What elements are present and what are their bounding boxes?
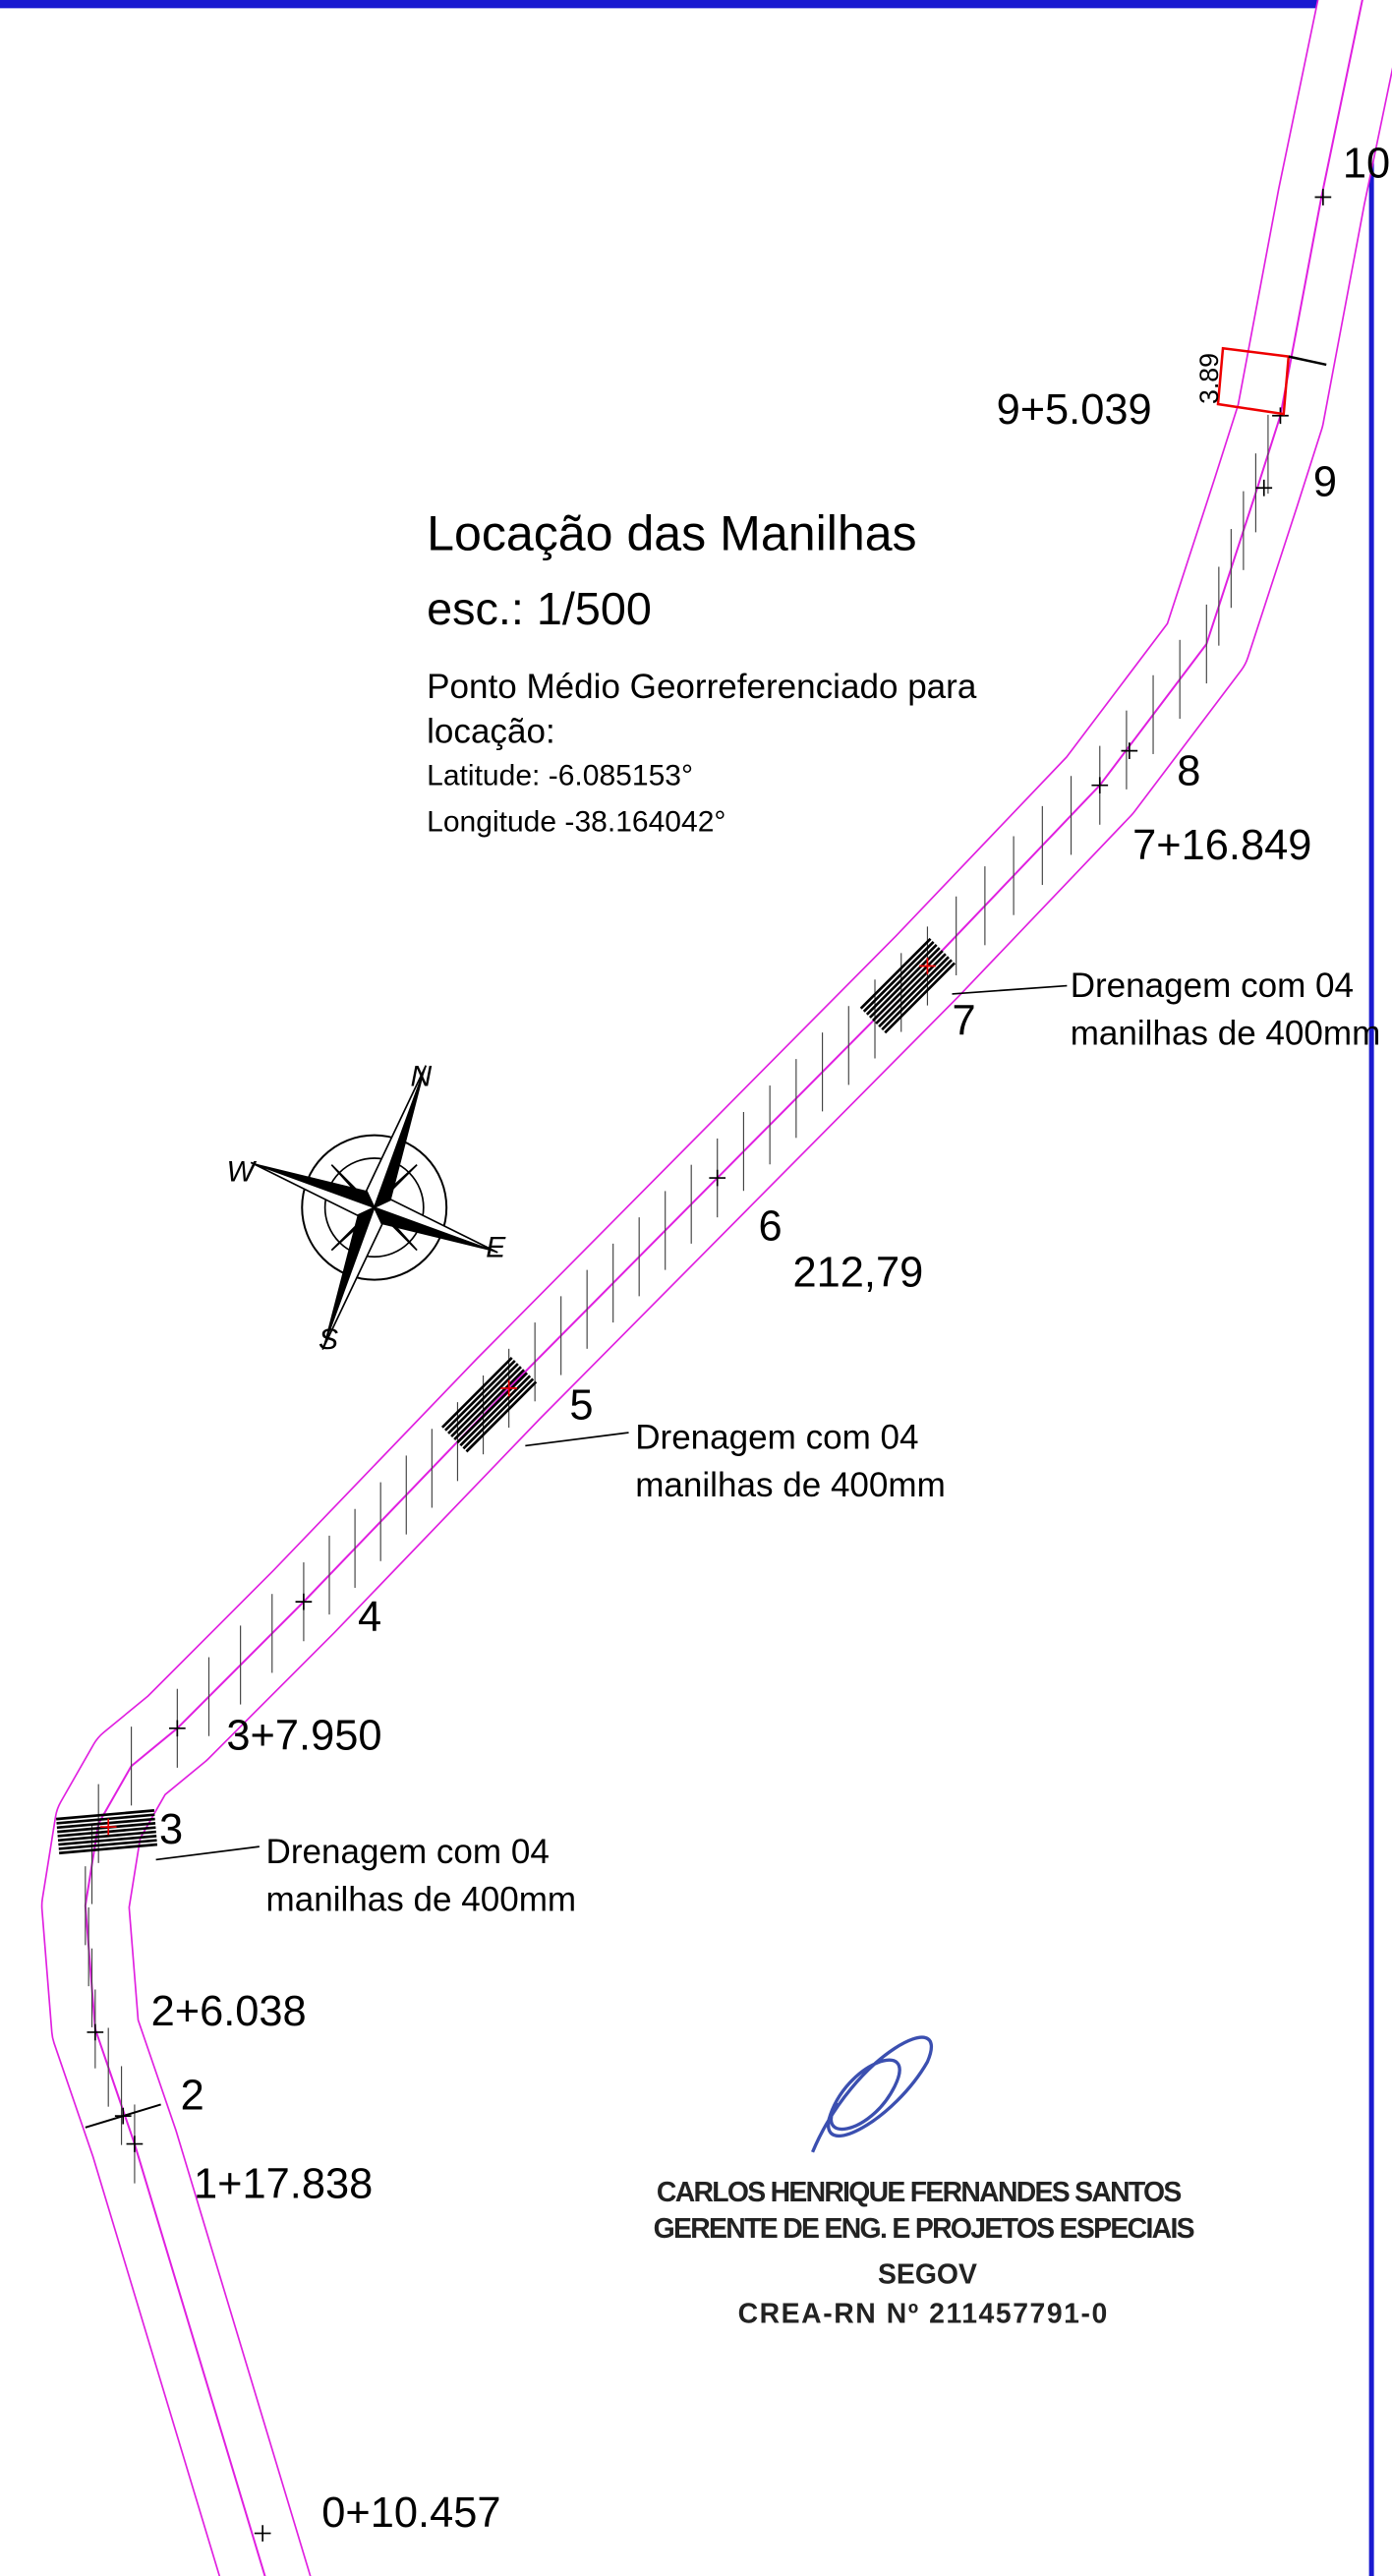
- annotation: Drenagem com 04: [266, 1833, 550, 1871]
- station-label: 212,79: [793, 1249, 924, 1296]
- pipe: [884, 962, 957, 1034]
- drainage: [859, 937, 957, 1034]
- pipe: [865, 944, 938, 1016]
- pipe: [456, 1372, 529, 1444]
- pipe: [881, 959, 953, 1031]
- pipe: [59, 1843, 158, 1855]
- station-label: 3+7.950: [226, 1713, 381, 1760]
- pipe: [459, 1375, 532, 1447]
- annotation: manilhas de 400mm: [635, 1466, 946, 1504]
- latitude: Latitude: -6.085153°: [427, 760, 693, 792]
- pipe: [447, 1363, 519, 1434]
- title: Locação das Manilhas: [427, 506, 916, 561]
- compass-w: W: [226, 1155, 257, 1188]
- pipe: [862, 940, 935, 1013]
- station-label: 7+16.849: [1132, 822, 1311, 869]
- station-cross: [1091, 777, 1109, 794]
- road: [40, 0, 1392, 2576]
- station-cross: [126, 2136, 144, 2152]
- pipe: [57, 1830, 156, 1843]
- signature: CARLOS HENRIQUE FERNANDES SANTOS GERENTE…: [654, 2035, 1195, 2330]
- annotation: Drenagem com 04: [1071, 966, 1354, 1005]
- top-border: [0, 0, 1392, 9]
- station-cross: [87, 2023, 104, 2041]
- station-cross: [99, 1818, 117, 1836]
- signature-crea: CREA-RN Nº 211457791-0: [738, 2299, 1108, 2330]
- pipe: [58, 1835, 157, 1846]
- signature-org: SEGOV: [878, 2259, 977, 2291]
- leader-line: [525, 1432, 629, 1447]
- station-cross: [500, 1379, 517, 1397]
- station-cross: [709, 1169, 726, 1187]
- station-cross: [168, 1720, 186, 1737]
- pipe: [440, 1356, 513, 1429]
- georef-line: locação:: [427, 712, 555, 750]
- station-cross: [1314, 189, 1332, 205]
- annotation: Drenagem com 04: [635, 1419, 918, 1457]
- station-label: 1+17.838: [194, 2161, 373, 2208]
- pipe: [872, 950, 944, 1022]
- leader-line: [155, 1845, 260, 1861]
- pipe: [57, 1826, 156, 1838]
- scale: esc.: 1/500: [427, 583, 652, 634]
- right-margin: [1368, 0, 1392, 2576]
- station-label: 6: [758, 1203, 782, 1251]
- station-label: 9: [1313, 459, 1337, 506]
- compass-s: S: [319, 1323, 338, 1356]
- station-label: 3: [159, 1806, 183, 1853]
- annotation: manilhas de 400mm: [266, 1880, 577, 1918]
- annotation: manilhas de 400mm: [1071, 1015, 1381, 1053]
- longitude: Longitude -38.164042°: [427, 805, 725, 838]
- pipe: [878, 956, 950, 1028]
- section-line: [85, 2103, 161, 2129]
- pipe: [56, 1809, 155, 1821]
- signature-role: GERENTE DE ENG. E PROJETOS ESPECIAIS: [654, 2213, 1195, 2245]
- drainage: [440, 1356, 538, 1453]
- pipe: [56, 1813, 155, 1825]
- leader-line: [952, 984, 1068, 995]
- pipe: [462, 1377, 535, 1450]
- station-label: 10: [1343, 140, 1390, 187]
- station-label: 4: [358, 1594, 381, 1641]
- station-label: 0+10.457: [321, 2489, 500, 2537]
- pipe: [450, 1366, 522, 1437]
- station-label: 7: [952, 998, 975, 1045]
- station-cross: [1272, 407, 1289, 425]
- station-cross: [919, 958, 936, 974]
- compass-n: N: [410, 1060, 432, 1092]
- compass-rose: N E S W: [226, 1060, 506, 1356]
- section-line: [1288, 355, 1327, 367]
- station-label: 9+5.039: [997, 386, 1152, 434]
- dimension-label: 3.89: [1194, 353, 1224, 404]
- station-label: 2: [181, 2072, 204, 2119]
- station-cross: [295, 1593, 313, 1610]
- station-label: 2+6.038: [151, 1988, 307, 2035]
- station-cross: [1255, 479, 1273, 497]
- station-label: 5: [569, 1382, 593, 1430]
- pipe: [58, 1839, 157, 1850]
- pipe: [859, 937, 932, 1010]
- pipe: [453, 1369, 525, 1441]
- georef-line: Ponto Médio Georreferenciado para: [427, 668, 977, 706]
- pipe: [465, 1380, 538, 1453]
- station-cross: [254, 2525, 271, 2542]
- right-border: [1368, 0, 1374, 2576]
- pipe: [56, 1817, 155, 1830]
- drainage: [56, 1809, 158, 1855]
- compass-e: E: [486, 1231, 506, 1263]
- pipe: [444, 1360, 516, 1432]
- station-label: 8: [1177, 748, 1200, 795]
- signature-name: CARLOS HENRIQUE FERNANDES SANTOS: [657, 2177, 1182, 2208]
- dimension-box: [1216, 346, 1291, 416]
- station-cross: [1121, 742, 1138, 759]
